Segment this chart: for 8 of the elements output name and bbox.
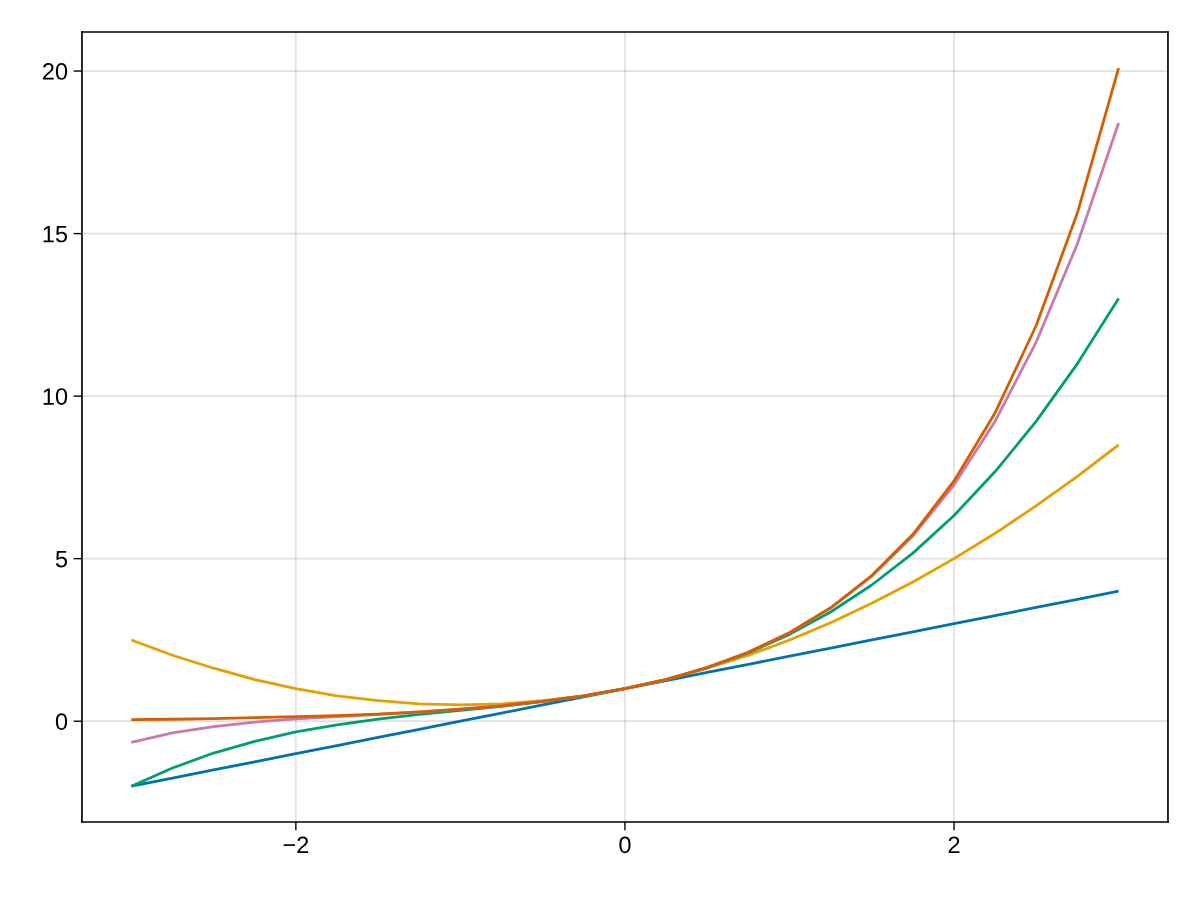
y-tick-label: 0 [55,713,68,730]
y-tick-label: 5 [55,550,68,568]
y-tick-label: 10 [43,388,68,405]
y-tick-label: 15 [43,225,68,243]
y-tick-label: 20 [43,63,68,80]
x-tick-label: 0 [619,836,631,854]
x-tick-label: 2 [948,836,960,853]
x-tick-label: −2 [283,836,309,853]
